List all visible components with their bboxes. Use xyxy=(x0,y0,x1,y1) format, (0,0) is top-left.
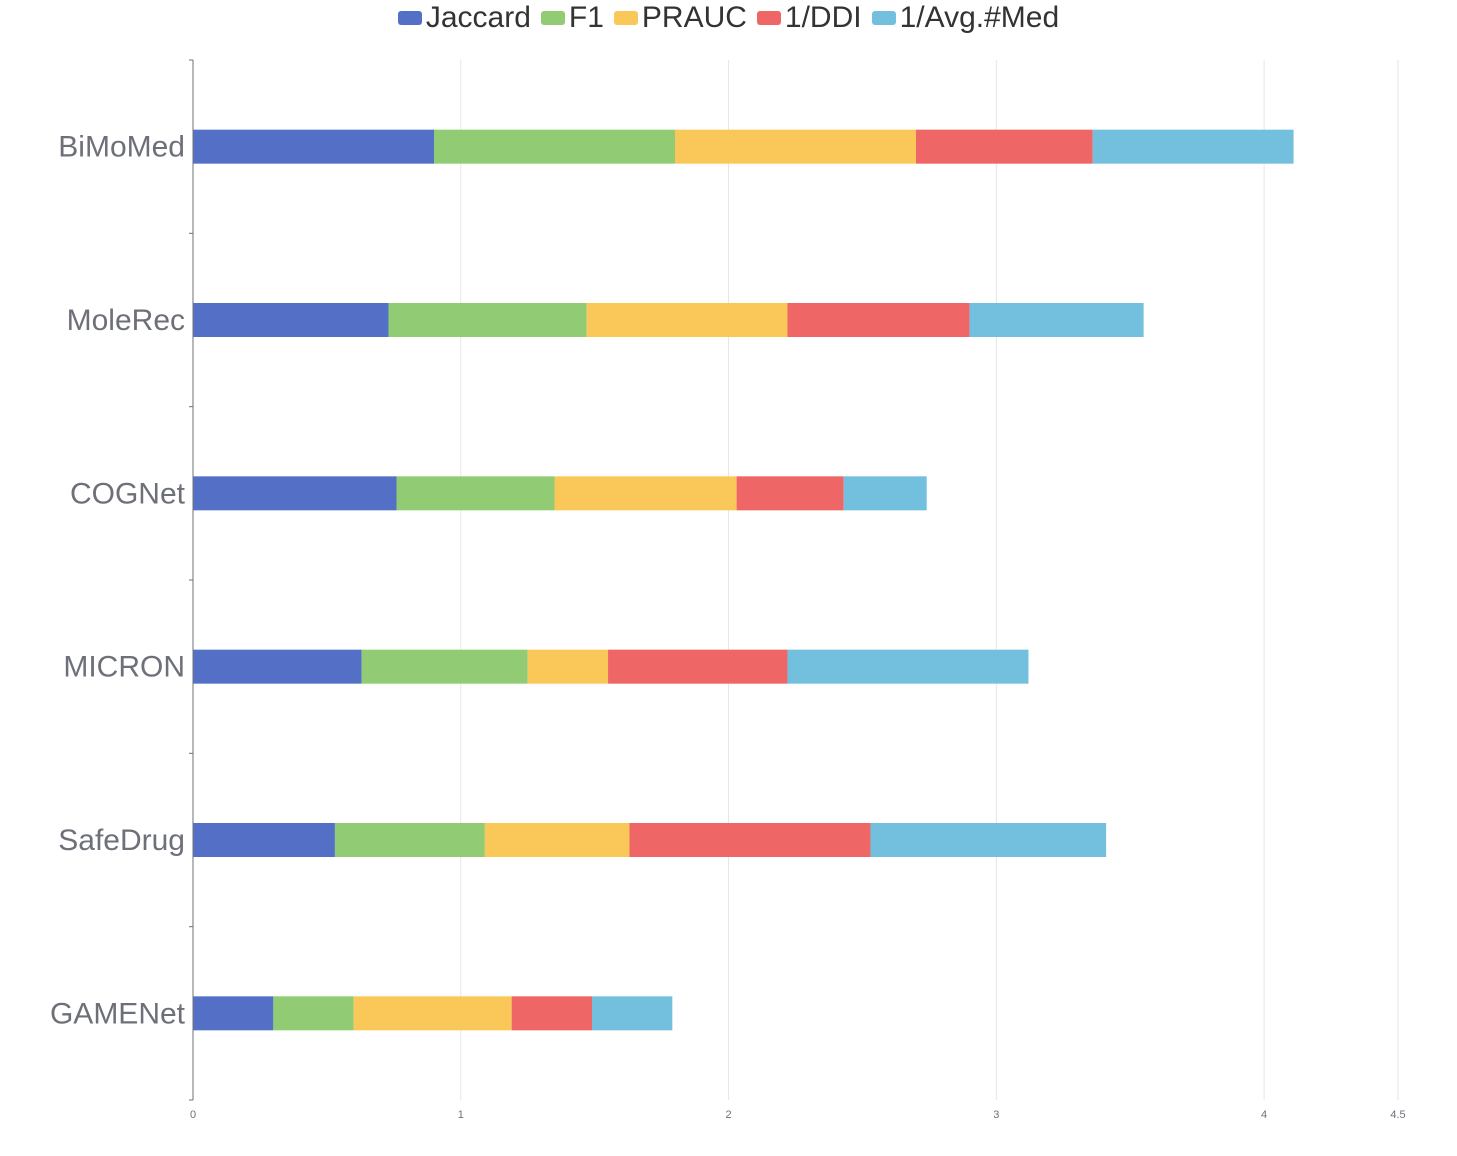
legend: Jaccard F1 PRAUC 1/DDI 1/Avg.#Med xyxy=(0,0,1457,36)
bar-1-avg-med-molerec xyxy=(969,303,1144,337)
legend-swatch xyxy=(540,11,565,25)
legend-item[interactable]: 1/DDI xyxy=(756,0,862,36)
x-tick-label: 2 xyxy=(725,1109,731,1121)
legend-item[interactable]: F1 xyxy=(540,0,604,36)
bar-jaccard-gamenet xyxy=(193,996,274,1031)
legend-item[interactable]: Jaccard xyxy=(397,0,531,36)
bar-1-avg-med-bimomed xyxy=(1092,129,1294,164)
x-tick-label: 4 xyxy=(1261,1109,1267,1121)
legend-swatch xyxy=(397,11,422,25)
legend-label: Jaccard xyxy=(425,1,531,34)
bar-prauc-gamenet xyxy=(353,996,512,1031)
legend-item[interactable]: PRAUC xyxy=(613,0,747,36)
bar-prauc-micron xyxy=(527,649,609,684)
y-category-label: COGNet xyxy=(70,477,186,510)
bar-1-avg-med-cognet xyxy=(843,476,927,511)
legend-swatch xyxy=(613,11,638,25)
bar-1-avg-med-micron xyxy=(787,649,1029,684)
bar-prauc-molerec xyxy=(586,303,788,337)
bar-prauc-cognet xyxy=(554,476,737,511)
bar-1-ddi-micron xyxy=(608,649,788,684)
legend-label: 1/Avg.#Med xyxy=(899,1,1060,34)
bar-jaccard-micron xyxy=(193,649,362,684)
legend-label: PRAUC xyxy=(641,1,747,34)
bar-1-avg-med-safedrug xyxy=(870,823,1107,857)
legend-item[interactable]: 1/Avg.#Med xyxy=(871,0,1060,36)
bar-1-ddi-safedrug xyxy=(629,823,871,857)
bar-f1-micron xyxy=(361,649,528,684)
y-category-label: BiMoMed xyxy=(58,131,185,164)
bar-1-ddi-molerec xyxy=(787,303,970,337)
legend-swatch xyxy=(756,11,781,25)
legend-label: 1/DDI xyxy=(784,1,862,34)
bar-f1-molerec xyxy=(388,303,587,337)
legend-swatch xyxy=(871,11,896,25)
y-category-label: GAMENet xyxy=(50,997,186,1030)
bar-f1-gamenet xyxy=(273,996,354,1031)
y-category-label: MICRON xyxy=(63,651,185,684)
legend-label: F1 xyxy=(568,1,604,34)
x-tick-label: 4.5 xyxy=(1390,1109,1405,1121)
bar-1-ddi-bimomed xyxy=(916,129,1093,164)
bar-f1-bimomed xyxy=(434,129,675,164)
y-category-label: SafeDrug xyxy=(58,824,185,857)
x-tick-label: 1 xyxy=(458,1109,464,1121)
x-tick-label: 3 xyxy=(993,1109,999,1121)
bar-jaccard-safedrug xyxy=(193,823,335,857)
bar-1-ddi-gamenet xyxy=(511,996,592,1031)
bar-prauc-bimomed xyxy=(675,129,916,164)
bar-jaccard-cognet xyxy=(193,476,397,511)
bar-f1-safedrug xyxy=(334,823,485,857)
y-category-label: MoleRec xyxy=(67,304,185,337)
bar-prauc-safedrug xyxy=(484,823,630,857)
bar-jaccard-molerec xyxy=(193,303,389,337)
x-tick-label: 0 xyxy=(190,1109,196,1121)
bar-1-avg-med-gamenet xyxy=(591,996,673,1031)
bar-1-ddi-cognet xyxy=(736,476,844,511)
bar-jaccard-bimomed xyxy=(193,129,434,164)
bar-f1-cognet xyxy=(396,476,555,511)
